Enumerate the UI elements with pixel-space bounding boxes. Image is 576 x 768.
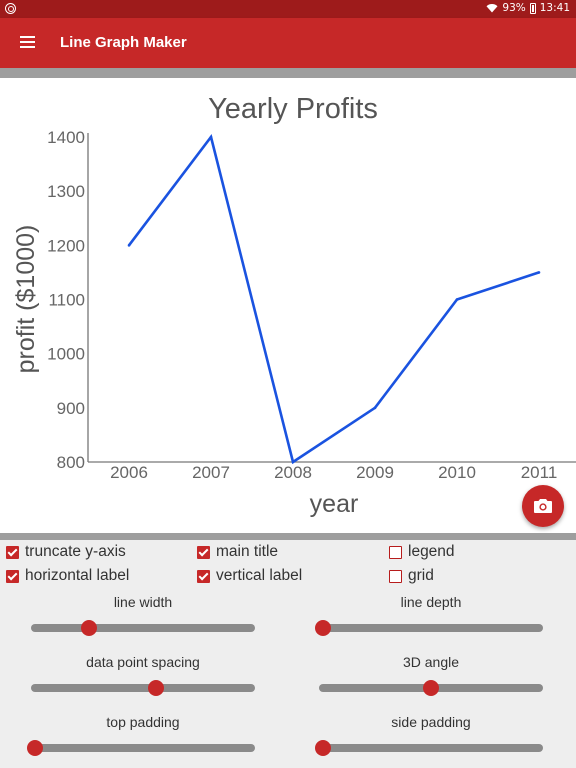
3d-angle-slider: 3D angle [319, 654, 543, 696]
menu-icon[interactable] [20, 36, 35, 49]
slider-track[interactable] [27, 740, 255, 756]
slider-track[interactable] [315, 740, 543, 756]
data-point [455, 298, 459, 301]
slider-thumb[interactable] [148, 680, 165, 696]
y-tick-label: 1000 [47, 345, 85, 364]
checkbox-label: vertical label [216, 567, 303, 584]
x-tick-label: 2011 [521, 463, 558, 482]
y-tick-label: 1400 [47, 128, 85, 147]
battery-percent: 93% [502, 2, 526, 14]
truncate-y-axis-checkbox[interactable]: truncate y-axis [6, 542, 126, 562]
slider-label: line width [113, 594, 173, 610]
data-point [209, 135, 213, 139]
app-title: Line Graph Maker [60, 34, 187, 51]
camera-icon [534, 499, 552, 513]
slider-label: line depth [400, 594, 462, 610]
slider-track[interactable] [319, 680, 543, 696]
app-bar: Line Graph Maker [0, 18, 576, 68]
chart-panel: Yearly Profits 800 900 1000 1100 1200 1300 1400… [0, 78, 576, 533]
x-tick-label: 2006 [110, 463, 148, 482]
wifi-icon [486, 4, 498, 13]
y-tick-label: 900 [57, 399, 85, 418]
slider-thumb[interactable] [315, 620, 332, 636]
slider-track[interactable] [31, 680, 255, 696]
checkbox-box[interactable] [6, 545, 19, 559]
line-depth-slider: line depth [315, 594, 543, 636]
checkbox-box[interactable] [197, 569, 210, 583]
slider-thumb[interactable] [81, 620, 98, 636]
slider-label: 3D angle [402, 654, 460, 670]
y-tick-label: 800 [57, 453, 85, 472]
chart-title: Yearly Profits [208, 93, 378, 125]
grid-checkbox[interactable]: grid [389, 566, 434, 586]
data-point [537, 271, 541, 274]
main-title-checkbox[interactable]: main title [197, 542, 278, 562]
x-tick-label: 2007 [192, 463, 230, 482]
x-tick-label: 2008 [274, 463, 312, 482]
screenshot-button[interactable] [522, 485, 564, 527]
y-axis-label: profit ($1000) [12, 225, 40, 374]
options-panel: truncate y-axis main title legend horizo… [0, 540, 576, 768]
slider-thumb[interactable] [423, 680, 439, 696]
x-tick-label: 2010 [438, 463, 476, 482]
horizontal-label-checkbox[interactable]: horizontal label [6, 566, 129, 586]
line-chart: Yearly Profits 800 900 1000 1100 1200 1300 1400… [12, 93, 576, 518]
side-padding-slider: side padding [315, 714, 543, 756]
data-point [127, 244, 131, 247]
checkbox-label: legend [408, 543, 455, 560]
checkbox-box[interactable] [197, 545, 210, 559]
line-width-slider: line width [31, 594, 255, 636]
series-line [127, 134, 540, 465]
data-point [373, 406, 377, 410]
slider-thumb[interactable] [27, 740, 44, 756]
toolbar-divider [0, 68, 576, 78]
status-bar: 93% 13:41 [0, 0, 576, 18]
checkbox-label: truncate y-axis [25, 543, 126, 560]
slider-track[interactable] [315, 620, 543, 636]
vertical-label-checkbox[interactable]: vertical label [197, 566, 302, 586]
checkbox-box[interactable] [389, 569, 402, 583]
x-tick-label: 2009 [356, 463, 394, 482]
top-padding-slider: top padding [27, 714, 255, 756]
slider-label: side padding [391, 714, 471, 730]
checkbox-box[interactable] [389, 545, 402, 559]
legend-checkbox[interactable]: legend [389, 542, 455, 562]
slider-track[interactable] [31, 620, 255, 636]
data-point-spacing-slider: data point spacing [31, 654, 255, 696]
panel-divider [0, 533, 576, 540]
slider-label: data point spacing [86, 654, 200, 670]
checkbox-label: horizontal label [25, 567, 130, 584]
clock: 13:41 [539, 2, 570, 14]
checkbox-label: main title [216, 543, 279, 560]
data-point [291, 460, 295, 464]
checkbox-box[interactable] [6, 569, 19, 583]
battery-icon [529, 2, 536, 14]
checkbox-label: grid [408, 567, 434, 584]
slider-label: top padding [106, 714, 180, 730]
x-axis-label: year [310, 490, 359, 518]
y-tick-label: 1100 [48, 291, 85, 310]
slider-thumb[interactable] [315, 740, 332, 756]
y-tick-label: 1200 [47, 236, 85, 255]
notification-icon [5, 3, 16, 14]
status-indicators: 93% 13:41 [486, 2, 570, 14]
y-tick-label: 1300 [47, 182, 85, 201]
